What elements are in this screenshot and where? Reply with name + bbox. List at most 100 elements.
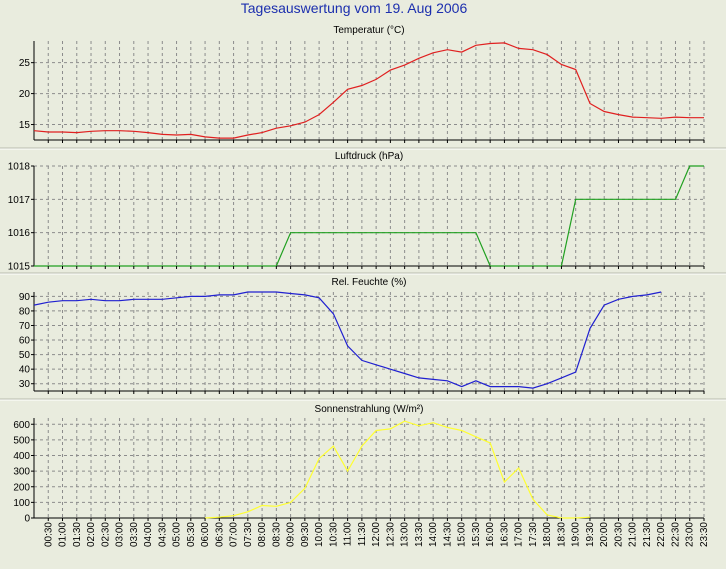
data-point [447, 380, 449, 382]
data-point [304, 121, 306, 123]
data-point [361, 445, 363, 447]
data-point [147, 132, 149, 134]
data-point [33, 265, 35, 267]
data-point [561, 377, 563, 379]
x-tick-label: 05:30 [186, 522, 197, 547]
data-point [632, 116, 634, 118]
data-point [62, 300, 64, 302]
x-tick-label: 01:30 [72, 522, 83, 547]
x-tick-label: 22:30 [670, 522, 681, 547]
data-point [518, 386, 520, 388]
x-tick-label: 23:00 [685, 522, 696, 547]
data-point [489, 43, 491, 45]
data-point [475, 232, 477, 234]
data-point [589, 328, 591, 330]
data-point [575, 69, 577, 71]
data-point [190, 134, 192, 136]
data-point [104, 130, 106, 132]
data-point [133, 298, 135, 300]
data-point [675, 116, 677, 118]
data-point [575, 371, 577, 373]
x-tick-label: 09:30 [300, 522, 311, 547]
data-point [247, 511, 249, 513]
data-point [689, 165, 691, 167]
data-point [546, 54, 548, 56]
y-tick-label: 600 [13, 420, 30, 431]
data-point [418, 377, 420, 379]
x-tick-label: 03:30 [129, 522, 140, 547]
data-point [161, 134, 163, 136]
x-tick-label: 18:00 [542, 522, 553, 547]
data-point [418, 58, 420, 60]
data-point [646, 117, 648, 119]
data-point [390, 428, 392, 430]
x-tick-label: 09:00 [286, 522, 297, 547]
y-tick-label: 80 [19, 306, 31, 317]
x-tick-label: 02:30 [100, 522, 111, 547]
data-point [247, 134, 249, 136]
chart-title: Sonnenstrahlung (W/m²) [315, 404, 424, 415]
data-point [618, 298, 620, 300]
data-point [404, 373, 406, 375]
y-tick-label: 60 [19, 336, 31, 347]
data-point [447, 49, 449, 51]
y-tick-label: 300 [13, 467, 30, 478]
x-tick-label: 20:00 [599, 522, 610, 547]
data-point [176, 134, 178, 136]
data-point [475, 45, 477, 47]
data-point [418, 425, 420, 427]
data-point [119, 130, 121, 132]
data-point [432, 422, 434, 424]
data-point [489, 442, 491, 444]
series-line-humidity [33, 291, 662, 389]
y-tick-label: 40 [19, 365, 31, 376]
chart-panel-humidity: Rel. Feuchte (%) 30 40 50 60 70 80 90 [19, 277, 705, 394]
data-point [404, 232, 406, 234]
data-point [703, 165, 705, 167]
data-point [261, 132, 263, 134]
x-tick-label: 07:30 [243, 522, 254, 547]
data-point [375, 232, 377, 234]
x-tick-label: 22:00 [656, 522, 667, 547]
data-point [646, 294, 648, 296]
x-tick-label: 17:30 [528, 522, 539, 547]
data-point [233, 515, 235, 517]
data-point [504, 42, 506, 44]
data-point [318, 232, 320, 234]
x-tick-label: 13:00 [400, 522, 411, 547]
data-point [689, 117, 691, 119]
chart-title: Luftdruck (hPa) [335, 151, 403, 162]
x-tick-label: 11:00 [343, 522, 354, 547]
data-point [546, 514, 548, 516]
data-point [504, 386, 506, 388]
x-tick-label: 17:00 [514, 522, 525, 547]
y-tick-label: 1018 [8, 162, 31, 173]
data-point [176, 297, 178, 299]
x-tick-label: 16:00 [485, 522, 496, 547]
data-point [390, 69, 392, 71]
data-point [461, 232, 463, 234]
data-point [461, 430, 463, 432]
data-point [532, 49, 534, 51]
y-tick-label: 1016 [8, 228, 31, 239]
data-point [475, 380, 477, 382]
y-tick-label: 90 [19, 292, 31, 303]
data-point [76, 300, 78, 302]
data-point [276, 127, 278, 129]
x-tick-label: 06:30 [214, 522, 225, 547]
x-tick-label: 12:30 [385, 522, 396, 547]
data-point [404, 64, 406, 66]
data-point [204, 296, 206, 298]
data-point [375, 430, 377, 432]
data-point [347, 88, 349, 90]
data-point [104, 300, 106, 302]
data-point [361, 360, 363, 362]
data-point [532, 498, 534, 500]
x-tick-label: 18:30 [556, 522, 567, 547]
data-point [447, 427, 449, 429]
x-axis-labels: 00:30 01:00 01:30 02:00 02:30 03:00 03:30 04:00… [43, 522, 710, 547]
data-point [532, 387, 534, 389]
series-line-solar [205, 420, 591, 519]
